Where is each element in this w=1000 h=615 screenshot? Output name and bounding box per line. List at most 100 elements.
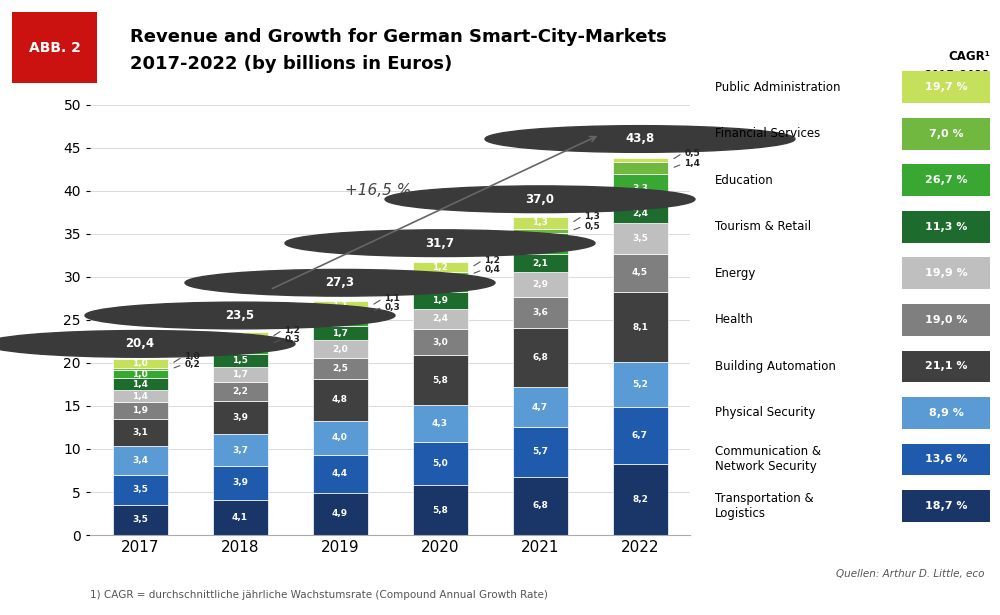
Text: 13,6 %: 13,6 %	[925, 454, 967, 464]
Text: 6,7: 6,7	[632, 431, 648, 440]
Text: 2,1: 2,1	[532, 259, 548, 268]
Bar	[312, 301, 368, 311]
Bar	[212, 500, 268, 535]
Bar	[512, 477, 568, 535]
Text: 1,7: 1,7	[232, 370, 248, 379]
Bar	[312, 326, 368, 341]
FancyBboxPatch shape	[902, 443, 990, 475]
Text: 4,4: 4,4	[332, 469, 348, 478]
Bar	[413, 485, 468, 535]
FancyBboxPatch shape	[8, 9, 101, 87]
Text: 2,4: 2,4	[632, 208, 648, 218]
Text: CAGR¹: CAGR¹	[948, 50, 990, 63]
Bar	[312, 493, 368, 535]
Text: 2,0: 2,0	[332, 344, 348, 354]
Text: 3,1: 3,1	[132, 427, 148, 437]
Bar	[612, 253, 668, 292]
Text: 8,9 %: 8,9 %	[929, 408, 963, 418]
Text: 1,2: 1,2	[484, 256, 500, 265]
Bar	[112, 402, 168, 419]
Text: 1,9: 1,9	[432, 280, 448, 288]
Bar	[112, 368, 168, 370]
Bar	[413, 355, 468, 405]
Text: 0,3: 0,3	[384, 303, 400, 312]
Bar	[512, 427, 568, 477]
Text: 31,7: 31,7	[426, 237, 454, 250]
Text: 8,2: 8,2	[632, 495, 648, 504]
Bar	[612, 174, 668, 203]
Text: 27,3: 27,3	[326, 276, 354, 289]
FancyBboxPatch shape	[902, 211, 990, 243]
Bar	[312, 358, 368, 379]
Bar	[413, 329, 468, 355]
Bar	[612, 162, 668, 174]
Text: 3,9: 3,9	[232, 478, 248, 488]
Bar	[112, 370, 168, 378]
Text: 7,0 %: 7,0 %	[929, 129, 963, 139]
Text: 1,3: 1,3	[584, 212, 600, 221]
Text: 1) CAGR = durchschnittliche jährliche Wachstumsrate (Compound Annual Growth Rate: 1) CAGR = durchschnittliche jährliche Wa…	[90, 590, 548, 600]
Text: 1,9: 1,9	[132, 406, 148, 415]
Text: 1,5: 1,5	[232, 356, 248, 365]
Text: 1,7: 1,7	[332, 328, 348, 338]
Text: Revenue and Growth for German Smart-City-Markets: Revenue and Growth for German Smart-City…	[130, 28, 667, 46]
Text: 4,5: 4,5	[632, 268, 648, 277]
Text: 21,1 %: 21,1 %	[925, 362, 967, 371]
Text: Education: Education	[715, 173, 774, 187]
Bar	[212, 342, 268, 345]
Bar	[112, 378, 168, 391]
Text: Tourism & Retail: Tourism & Retail	[715, 220, 811, 233]
Bar	[612, 407, 668, 464]
Bar	[112, 505, 168, 535]
Bar	[612, 362, 668, 407]
Bar	[112, 475, 168, 505]
Bar	[512, 387, 568, 427]
Text: Physical Security: Physical Security	[715, 407, 815, 419]
Text: 6,8: 6,8	[532, 353, 548, 362]
Bar	[612, 223, 668, 253]
Text: 1,1: 1,1	[232, 345, 248, 354]
Text: 5,8: 5,8	[432, 376, 448, 384]
Bar	[212, 367, 268, 382]
Text: 1,4: 1,4	[132, 380, 148, 389]
Bar	[212, 401, 268, 434]
Text: 0,2: 0,2	[184, 360, 200, 369]
Text: 3,7: 3,7	[232, 446, 248, 454]
Text: 1,1: 1,1	[384, 294, 400, 303]
Bar	[212, 434, 268, 466]
Text: 11,3 %: 11,3 %	[925, 222, 967, 232]
Text: 2,5: 2,5	[332, 364, 348, 373]
Text: 3,6: 3,6	[532, 308, 548, 317]
Text: 5,7: 5,7	[532, 448, 548, 456]
Bar	[512, 298, 568, 328]
Text: 8,1: 8,1	[632, 323, 648, 331]
Text: 19,0 %: 19,0 %	[925, 315, 967, 325]
Text: 2017–2022: 2017–2022	[924, 69, 990, 82]
Text: 4,8: 4,8	[332, 395, 348, 405]
Text: 3,0: 3,0	[432, 338, 448, 347]
Text: 3,5: 3,5	[132, 485, 148, 494]
Text: 2017-2022 (by billions in Euros): 2017-2022 (by billions in Euros)	[130, 55, 452, 73]
Text: Communication &
Network Security: Communication & Network Security	[715, 445, 821, 474]
Bar	[413, 309, 468, 329]
FancyBboxPatch shape	[902, 164, 990, 196]
Bar	[312, 311, 368, 313]
Text: 0,4: 0,4	[484, 265, 500, 274]
Text: 1,4: 1,4	[684, 159, 700, 169]
Text: Public Administration: Public Administration	[715, 81, 840, 93]
Bar	[312, 421, 368, 455]
Bar	[212, 345, 268, 354]
Bar	[612, 292, 668, 362]
Text: 26,7 %: 26,7 %	[925, 175, 967, 185]
Text: 37,0: 37,0	[526, 192, 554, 206]
Text: 19,9 %: 19,9 %	[925, 268, 967, 279]
Text: 2,5: 2,5	[532, 239, 548, 248]
Bar	[212, 382, 268, 401]
Text: 3,9: 3,9	[232, 413, 248, 422]
Bar	[413, 405, 468, 442]
Text: Quellen: Arthur D. Little, eco: Quellen: Arthur D. Little, eco	[836, 569, 985, 579]
Text: 1,3: 1,3	[532, 218, 548, 228]
Text: 1,2: 1,2	[232, 333, 248, 341]
Bar	[112, 445, 168, 475]
Bar	[413, 276, 468, 292]
